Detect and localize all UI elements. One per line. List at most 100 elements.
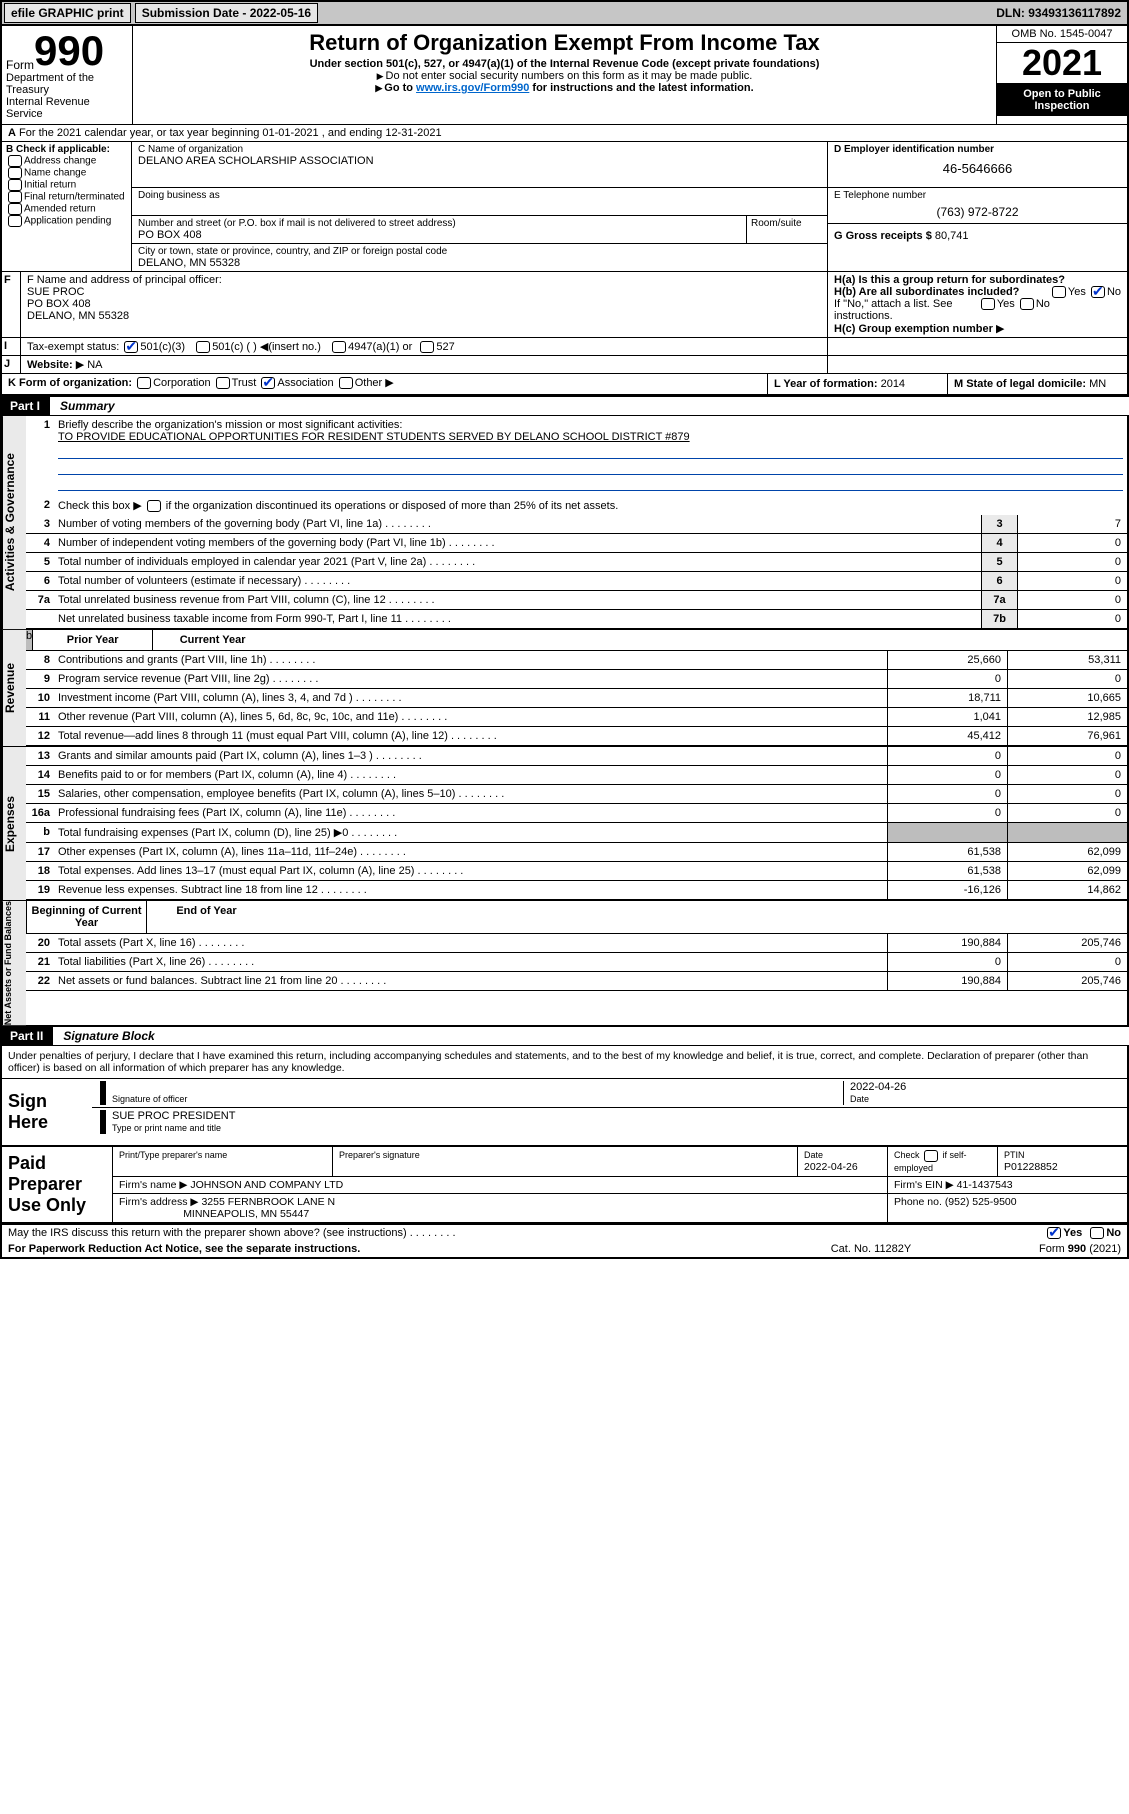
- submission-date-button[interactable]: Submission Date - 2022-05-16: [135, 3, 318, 23]
- checkbox-amended[interactable]: [8, 203, 22, 215]
- street-value: PO BOX 408: [138, 229, 740, 241]
- ein-label: D Employer identification number: [834, 144, 1121, 155]
- b-item: Application pending: [24, 216, 111, 227]
- footer-right: Form 990 (2021): [1039, 1243, 1121, 1255]
- table-row: 3Number of voting members of the governi…: [26, 515, 1127, 534]
- arrow-icon: [377, 70, 386, 82]
- section-bcdeg: B Check if applicable: Address change Na…: [0, 141, 1129, 271]
- checkbox-ha-yes[interactable]: [1052, 286, 1066, 298]
- city-label: City or town, state or province, country…: [138, 246, 821, 257]
- taxyear-text: For the 2021 calendar year, or tax year …: [19, 127, 442, 139]
- checkbox-527[interactable]: [420, 341, 434, 353]
- dept-irs: Internal Revenue Service: [6, 96, 128, 120]
- form-label: Form: [6, 58, 34, 72]
- checkbox-initial-return[interactable]: [8, 179, 22, 191]
- part2-header: Part II Signature Block: [0, 1026, 1129, 1045]
- officer-name: SUE PROC: [27, 286, 821, 298]
- yes-label: Yes: [997, 298, 1015, 310]
- checkbox-hb-no[interactable]: [1020, 298, 1034, 310]
- efile-button[interactable]: efile GRAPHIC print: [4, 3, 131, 23]
- table-row: 4Number of independent voting members of…: [26, 534, 1127, 553]
- m-value: MN: [1089, 378, 1106, 390]
- underline: [58, 445, 1123, 459]
- checkbox-501c3[interactable]: [124, 341, 138, 353]
- sign-here-label: Sign Here: [2, 1079, 92, 1145]
- checkbox-discontinued[interactable]: [147, 500, 161, 512]
- form-title: Return of Organization Exempt From Incom…: [139, 30, 990, 56]
- checkbox-corp[interactable]: [137, 377, 151, 389]
- table-row: 11Other revenue (Part VIII, column (A), …: [26, 708, 1127, 727]
- part1-title: Summary: [50, 397, 1129, 415]
- irs-link[interactable]: www.irs.gov/Form990: [416, 82, 529, 94]
- checkbox-may-yes[interactable]: [1047, 1227, 1061, 1239]
- dept-treasury: Department of the Treasury: [6, 72, 128, 96]
- prep-name-lbl: Print/Type preparer's name: [119, 1150, 227, 1160]
- line-j: J Website: ▶ NA: [0, 355, 1129, 373]
- checkbox-self-employed[interactable]: [924, 1150, 938, 1162]
- k-label: K Form of organization:: [8, 377, 132, 389]
- col-b: B Check if applicable: Address change Na…: [2, 142, 132, 271]
- table-row: 17Other expenses (Part IX, column (A), l…: [26, 843, 1127, 862]
- firm-name: JOHNSON AND COMPANY LTD: [190, 1179, 343, 1191]
- prep-sig-lbl: Preparer's signature: [339, 1150, 420, 1160]
- line-f: F F Name and address of principal office…: [0, 271, 1129, 337]
- underline: [58, 477, 1123, 491]
- checkbox-501c[interactable]: [196, 341, 210, 353]
- opt-501c: 501(c) ( ) ◀(insert no.): [212, 341, 321, 353]
- vtab-governance: Activities & Governance: [2, 416, 26, 629]
- tel-label: E Telephone number: [834, 190, 1121, 201]
- table-row: 8Contributions and grants (Part VIII, li…: [26, 651, 1127, 670]
- hb-note: If "No," attach a list. See instructions…: [834, 298, 1121, 322]
- checkbox-other[interactable]: [339, 377, 353, 389]
- checkbox-ha-no[interactable]: [1091, 286, 1105, 298]
- paid-label: Paid Preparer Use Only: [2, 1147, 112, 1222]
- checkbox-app-pending[interactable]: [8, 215, 22, 227]
- table-row: 6Total number of volunteers (estimate if…: [26, 572, 1127, 591]
- part2-title: Signature Block: [53, 1027, 1129, 1045]
- firm-ein: 41-1437543: [957, 1179, 1013, 1191]
- table-row: 19Revenue less expenses. Subtract line 1…: [26, 881, 1127, 900]
- opt-assoc: Association: [277, 377, 333, 389]
- table-row: bTotal fundraising expenses (Part IX, co…: [26, 823, 1127, 843]
- sign-block: Sign Here Signature of officer 2022-04-2…: [0, 1078, 1129, 1147]
- open-to-public: Open to Public Inspection: [997, 84, 1127, 116]
- checkbox-final-return[interactable]: [8, 191, 22, 203]
- checkbox-4947[interactable]: [332, 341, 346, 353]
- table-row: 18Total expenses. Add lines 13–17 (must …: [26, 862, 1127, 881]
- topbar: efile GRAPHIC print Submission Date - 20…: [0, 0, 1129, 26]
- tel-value: (763) 972-8722: [834, 205, 1121, 219]
- opt-corp: Corporation: [153, 377, 210, 389]
- note-goto: Go to: [384, 82, 416, 94]
- checkbox-hb-yes[interactable]: [981, 298, 995, 310]
- section-governance: Activities & Governance 1 Briefly descri…: [0, 415, 1129, 629]
- l-label: L Year of formation:: [774, 378, 878, 390]
- checkbox-name-change[interactable]: [8, 167, 22, 179]
- officer-addr1: PO BOX 408: [27, 298, 821, 310]
- checkbox-address-change[interactable]: [8, 155, 22, 167]
- prep-date-lbl: Date: [804, 1150, 823, 1160]
- checkbox-assoc[interactable]: [261, 377, 275, 389]
- part1-num: Part I: [0, 397, 50, 415]
- table-row: 21Total liabilities (Part X, line 26)00: [26, 953, 1127, 972]
- checkbox-may-no[interactable]: [1090, 1227, 1104, 1239]
- hb-label: H(b) Are all subordinates included?: [834, 286, 1019, 298]
- officer-addr2: DELANO, MN 55328: [27, 310, 821, 322]
- vtab-netassets: Net Assets or Fund Balances: [2, 901, 26, 1025]
- opt-501c3: 501(c)(3): [140, 341, 185, 353]
- l-value: 2014: [881, 378, 905, 390]
- opt-527: 527: [436, 341, 454, 353]
- checkbox-trust[interactable]: [216, 377, 230, 389]
- hdr-boy: Beginning of Current Year: [26, 901, 146, 933]
- j-label: Website:: [27, 359, 73, 371]
- firm-lbl: Firm's name ▶: [119, 1179, 187, 1191]
- table-row: 5Total number of individuals employed in…: [26, 553, 1127, 572]
- footer: For Paperwork Reduction Act Notice, see …: [0, 1241, 1129, 1259]
- phone-lbl: Phone no.: [894, 1196, 942, 1208]
- opt-other: Other: [355, 377, 383, 389]
- org-name: DELANO AREA SCHOLARSHIP ASSOCIATION: [138, 155, 821, 167]
- b-title: B Check if applicable:: [6, 144, 127, 155]
- arrow-icon: [375, 82, 384, 94]
- form-number: Form 990: [6, 30, 128, 72]
- table-row: 22Net assets or fund balances. Subtract …: [26, 972, 1127, 991]
- dba-label: Doing business as: [138, 190, 821, 201]
